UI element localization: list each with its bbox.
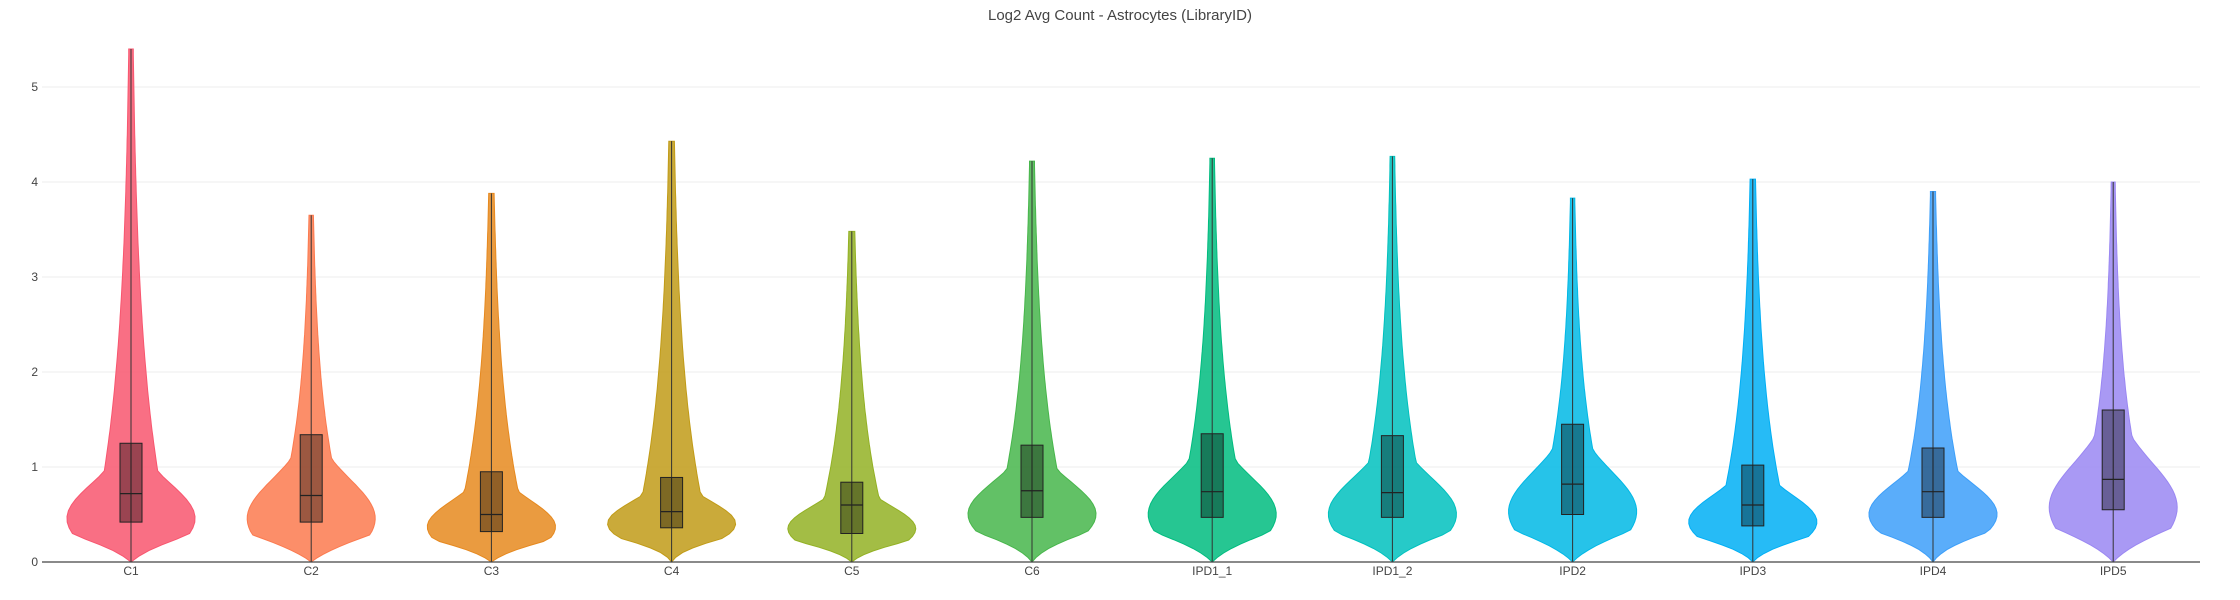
iqr-box xyxy=(1380,435,1404,518)
y-tick-label: 0 xyxy=(31,555,38,569)
x-tick-label: IPD3 xyxy=(1739,564,1766,578)
iqr-box xyxy=(1200,433,1224,518)
x-tick-label: IPD2 xyxy=(1559,564,1586,578)
y-tick-label: 1 xyxy=(31,460,38,474)
iqr-box xyxy=(2101,409,2125,511)
violin-c4 xyxy=(607,140,737,563)
violin-ipd2 xyxy=(1508,197,1638,563)
x-tick-label: C2 xyxy=(304,564,320,578)
x-tick-label: C3 xyxy=(484,564,500,578)
x-tick-label: IPD5 xyxy=(2100,564,2127,578)
violin-ipd1-1 xyxy=(1147,157,1277,563)
iqr-box xyxy=(1741,464,1765,527)
iqr-box xyxy=(1921,447,1945,518)
y-tick-label: 2 xyxy=(31,365,38,379)
x-tick-label: IPD1_1 xyxy=(1192,564,1232,578)
gridlines xyxy=(42,86,2200,468)
y-tick-label: 4 xyxy=(31,175,38,189)
y-tick-label: 3 xyxy=(31,270,38,284)
iqr-box xyxy=(1561,423,1585,515)
violin-ipd5 xyxy=(2048,181,2178,563)
violin-ipd1-2 xyxy=(1327,155,1457,563)
x-tick-label: C4 xyxy=(664,564,680,578)
violins xyxy=(66,48,2178,563)
violin-c1 xyxy=(66,48,196,563)
chart-title: Log2 Avg Count - Astrocytes (LibraryID) xyxy=(988,7,1252,24)
violin-c2 xyxy=(246,214,376,563)
violin-c3 xyxy=(426,192,556,563)
violin-ipd4 xyxy=(1868,191,1998,563)
violin-c5 xyxy=(787,230,917,563)
iqr-box xyxy=(299,434,323,523)
x-tick-label: IPD1_2 xyxy=(1372,564,1412,578)
iqr-box xyxy=(119,442,143,523)
x-tick-label: C6 xyxy=(1024,564,1040,578)
x-tick-label: IPD4 xyxy=(1920,564,1947,578)
x-axis-ticks: C1 C2 C3 C4 C5 C6 IPD1_1 IPD1_2 IPD2 IPD3 IPD4 IPD5 xyxy=(123,564,2127,578)
y-tick-label: 5 xyxy=(31,80,38,94)
iqr-box xyxy=(1020,444,1044,518)
x-tick-label: C1 xyxy=(123,564,139,578)
y-axis-ticks: 0 1 2 3 4 5 xyxy=(31,80,38,569)
violin-ipd3 xyxy=(1688,178,1818,563)
x-tick-label: C5 xyxy=(844,564,860,578)
iqr-box xyxy=(660,476,684,529)
iqr-box xyxy=(479,471,503,533)
iqr-box xyxy=(840,481,864,535)
violin-c6 xyxy=(967,160,1097,563)
